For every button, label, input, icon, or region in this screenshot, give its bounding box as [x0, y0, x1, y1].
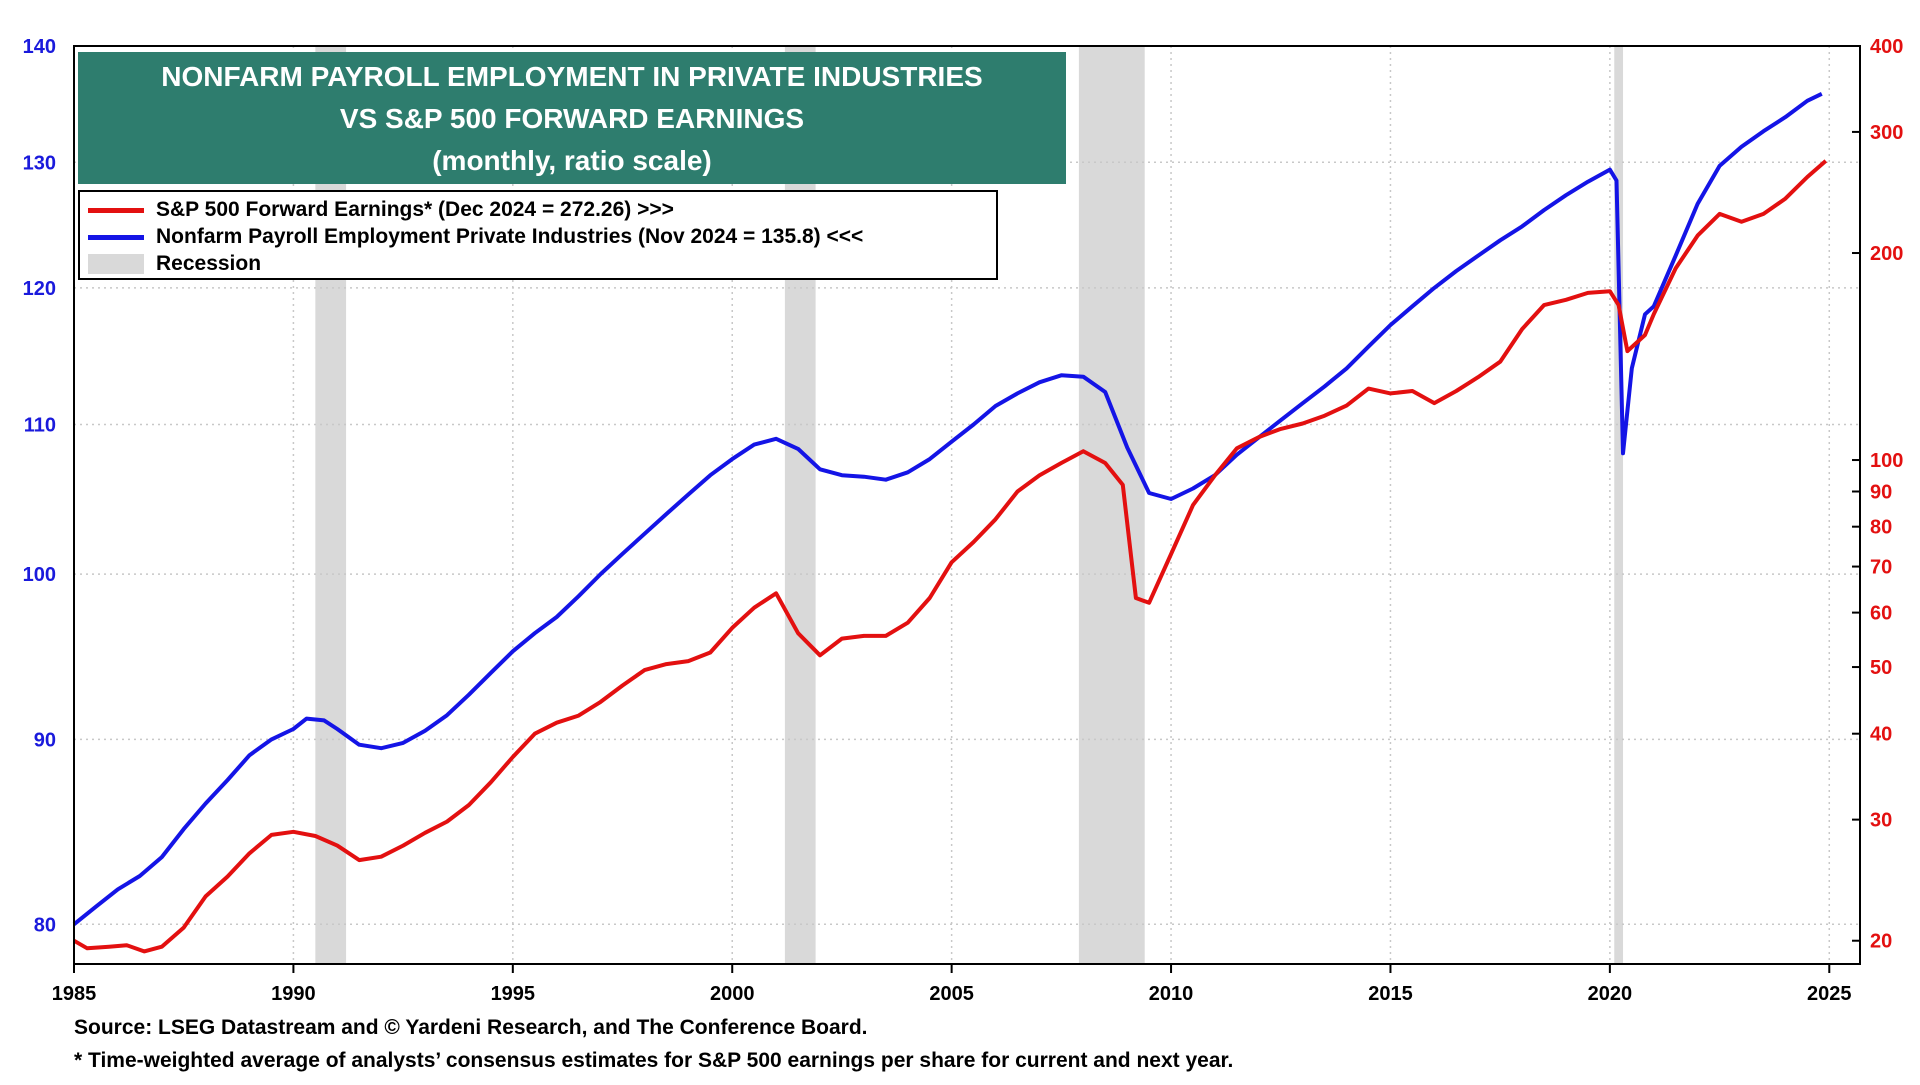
legend-item-recession: Recession	[88, 251, 261, 277]
left-axis-label: 110	[24, 414, 56, 436]
chart-title-line: VS S&P 500 FORWARD EARNINGS	[339, 103, 805, 134]
legend-swatch-red	[88, 207, 144, 213]
axes: 1985 1990 1995 2000 2005 2010 2015 2020 2025 80 90…	[23, 36, 1904, 1005]
x-tick-label: 2005	[929, 983, 974, 1005]
x-tick-label: 2000	[710, 983, 755, 1005]
footnote-source: Source: LSEG Datastream and © Yardeni Re…	[74, 1016, 868, 1039]
legend-swatch-gray	[88, 254, 144, 274]
left-axis-label: 100	[23, 564, 56, 586]
legend-item-payroll: Nonfarm Payroll Employment Private Indus…	[88, 224, 863, 250]
x-tick-label: 1995	[491, 983, 536, 1005]
right-axis-label: 200	[1870, 243, 1903, 265]
x-tick-label: 2015	[1368, 983, 1413, 1005]
right-axis-label: 400	[1870, 36, 1903, 58]
legend: S&P 500 Forward Earnings* (Dec 2024 = 27…	[78, 190, 998, 280]
legend-label: S&P 500 Forward Earnings* (Dec 2024 = 27…	[156, 198, 674, 221]
earnings-series-line	[73, 159, 1828, 954]
series-lines	[72, 91, 1828, 954]
left-axis-label: 90	[34, 729, 56, 751]
right-axis-label: 20	[1870, 931, 1892, 953]
left-axis-label: 130	[23, 152, 56, 174]
legend-label: Recession	[156, 252, 262, 275]
right-axis-label: 70	[1870, 557, 1892, 579]
right-axis-label: 40	[1870, 724, 1892, 746]
x-tick-label: 2020	[1588, 983, 1633, 1005]
chart-title: NONFARM PAYROLL EMPLOYMENT IN PRIVATE IN…	[78, 52, 1066, 184]
left-axis-label: 80	[34, 914, 56, 936]
legend-label: Nonfarm Payroll Employment Private Indus…	[156, 225, 864, 248]
right-axis-label: 50	[1870, 657, 1892, 679]
right-axis-label: 60	[1870, 603, 1892, 625]
legend-item-earnings: S&P 500 Forward Earnings* (Dec 2024 = 27…	[88, 197, 674, 223]
footnote-definition: * Time-weighted average of analysts’ con…	[74, 1049, 1234, 1072]
left-axis-label: 140	[23, 36, 56, 58]
right-axis-label: 30	[1870, 810, 1892, 832]
x-tick-label: 1990	[271, 983, 316, 1005]
right-axis-label: 80	[1870, 517, 1892, 539]
plot-frame	[73, 45, 1861, 965]
recession-band	[1078, 46, 1145, 964]
x-tick-label: 2010	[1149, 983, 1194, 1005]
recession-band	[1614, 46, 1624, 964]
right-axis-label: 90	[1870, 482, 1892, 504]
x-tick-label: 2025	[1807, 983, 1852, 1005]
chart-title-line: NONFARM PAYROLL EMPLOYMENT IN PRIVATE IN…	[161, 61, 983, 92]
left-axis-label: 120	[23, 278, 56, 300]
right-axis-label: 100	[1870, 450, 1903, 472]
x-tick-label: 1985	[52, 983, 97, 1005]
chart-subtitle: (monthly, ratio scale)	[432, 145, 712, 176]
right-axis-label: 300	[1870, 122, 1903, 144]
payroll-series-line	[72, 91, 1823, 926]
legend-swatch-blue	[88, 234, 144, 240]
